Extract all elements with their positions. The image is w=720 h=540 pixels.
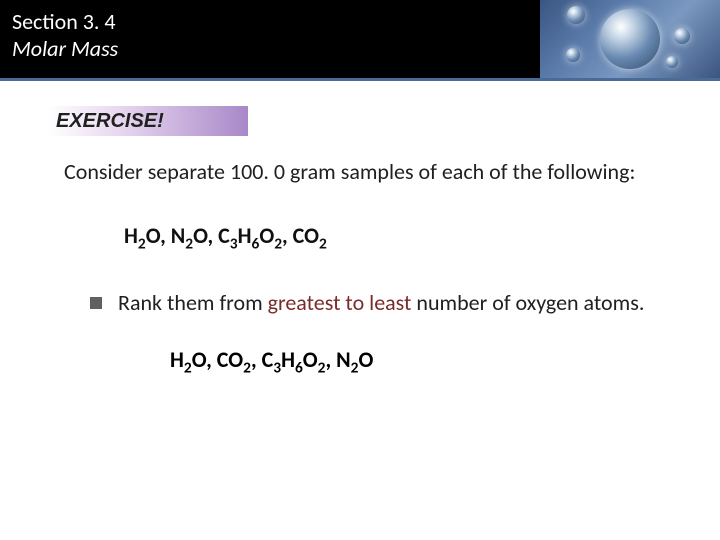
formula-c3h6o2: C3H6O2 [218,222,282,249]
task-text: Rank them from greatest to least number … [118,289,644,317]
answer-list: H2O, CO2, C3H6O2, N2O [64,346,660,377]
section-label: Section 3. 4 [12,8,118,35]
formula-co2: CO2 [293,222,327,249]
slide-header: Section 3. 4 Molar Mass [0,0,720,78]
sphere-icon [600,9,660,69]
answer-co2: CO2 [217,346,251,373]
decorative-graphic [540,0,720,78]
formula-list: H2O, N2O, C3H6O2, CO2 [64,222,660,253]
answer-c3h6o2: C3H6O2 [262,346,326,373]
answer-n2o: N2O [336,346,373,373]
answer-h2o: H2O [170,346,206,373]
header-text-block: Section 3. 4 Molar Mass [0,0,130,70]
formula-h2o: H2O [124,222,160,249]
sphere-icon [567,6,585,24]
formula-n2o: N2O [171,222,208,249]
exercise-label: EXERCISE! [56,110,164,133]
bullet-icon [90,297,102,309]
section-title: Molar Mass [12,35,118,62]
sphere-icon [674,28,690,44]
sphere-icon [666,56,678,68]
header-underline [0,78,720,81]
task-bullet: Rank them from greatest to least number … [64,289,660,317]
sphere-icon [566,48,580,62]
exercise-banner: EXERCISE! [48,106,248,136]
slide-content: Consider separate 100. 0 gram samples of… [0,136,720,378]
emphasis-text: greatest to least [268,289,412,316]
prompt-text: Consider separate 100. 0 gram samples of… [64,158,660,186]
